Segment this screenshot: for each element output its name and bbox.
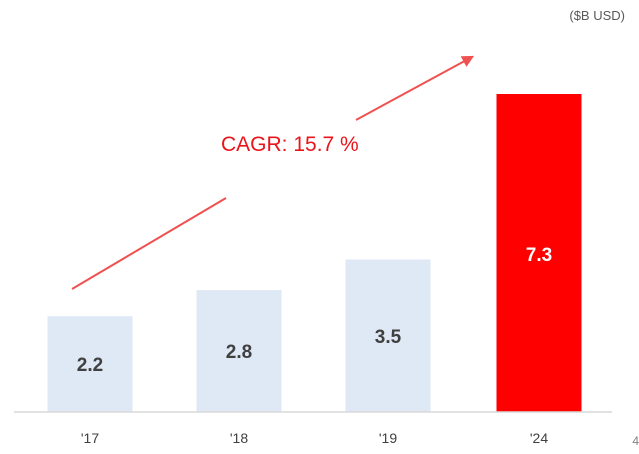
- x-tick-label-0: '17: [81, 430, 99, 446]
- bar-value-label-1: 2.8: [226, 342, 252, 363]
- cagr-annotation: CAGR: 15.7 %: [221, 133, 359, 156]
- bar-1: [196, 290, 282, 412]
- cagr-arrow-lower: [71, 197, 227, 290]
- bar-3: [496, 94, 582, 412]
- labels-layer: 2.2 '17 2.8 '18 3.5 '19 7.3 '24: [77, 245, 552, 446]
- bars-layer: [47, 94, 582, 412]
- bar-0: [47, 316, 133, 412]
- page-number: 4: [632, 434, 639, 448]
- x-tick-label-2: '19: [379, 430, 397, 446]
- unit-label: ($B USD): [569, 8, 625, 23]
- bar-value-label-3: 7.3: [526, 245, 552, 266]
- x-tick-label-3: '24: [530, 430, 548, 446]
- x-tick-label-1: '18: [230, 430, 248, 446]
- bar-value-label-0: 2.2: [77, 355, 103, 376]
- cagr-arrow-upper: [355, 55, 475, 121]
- bar-2: [345, 259, 431, 412]
- bar-value-label-2: 3.5: [375, 327, 402, 348]
